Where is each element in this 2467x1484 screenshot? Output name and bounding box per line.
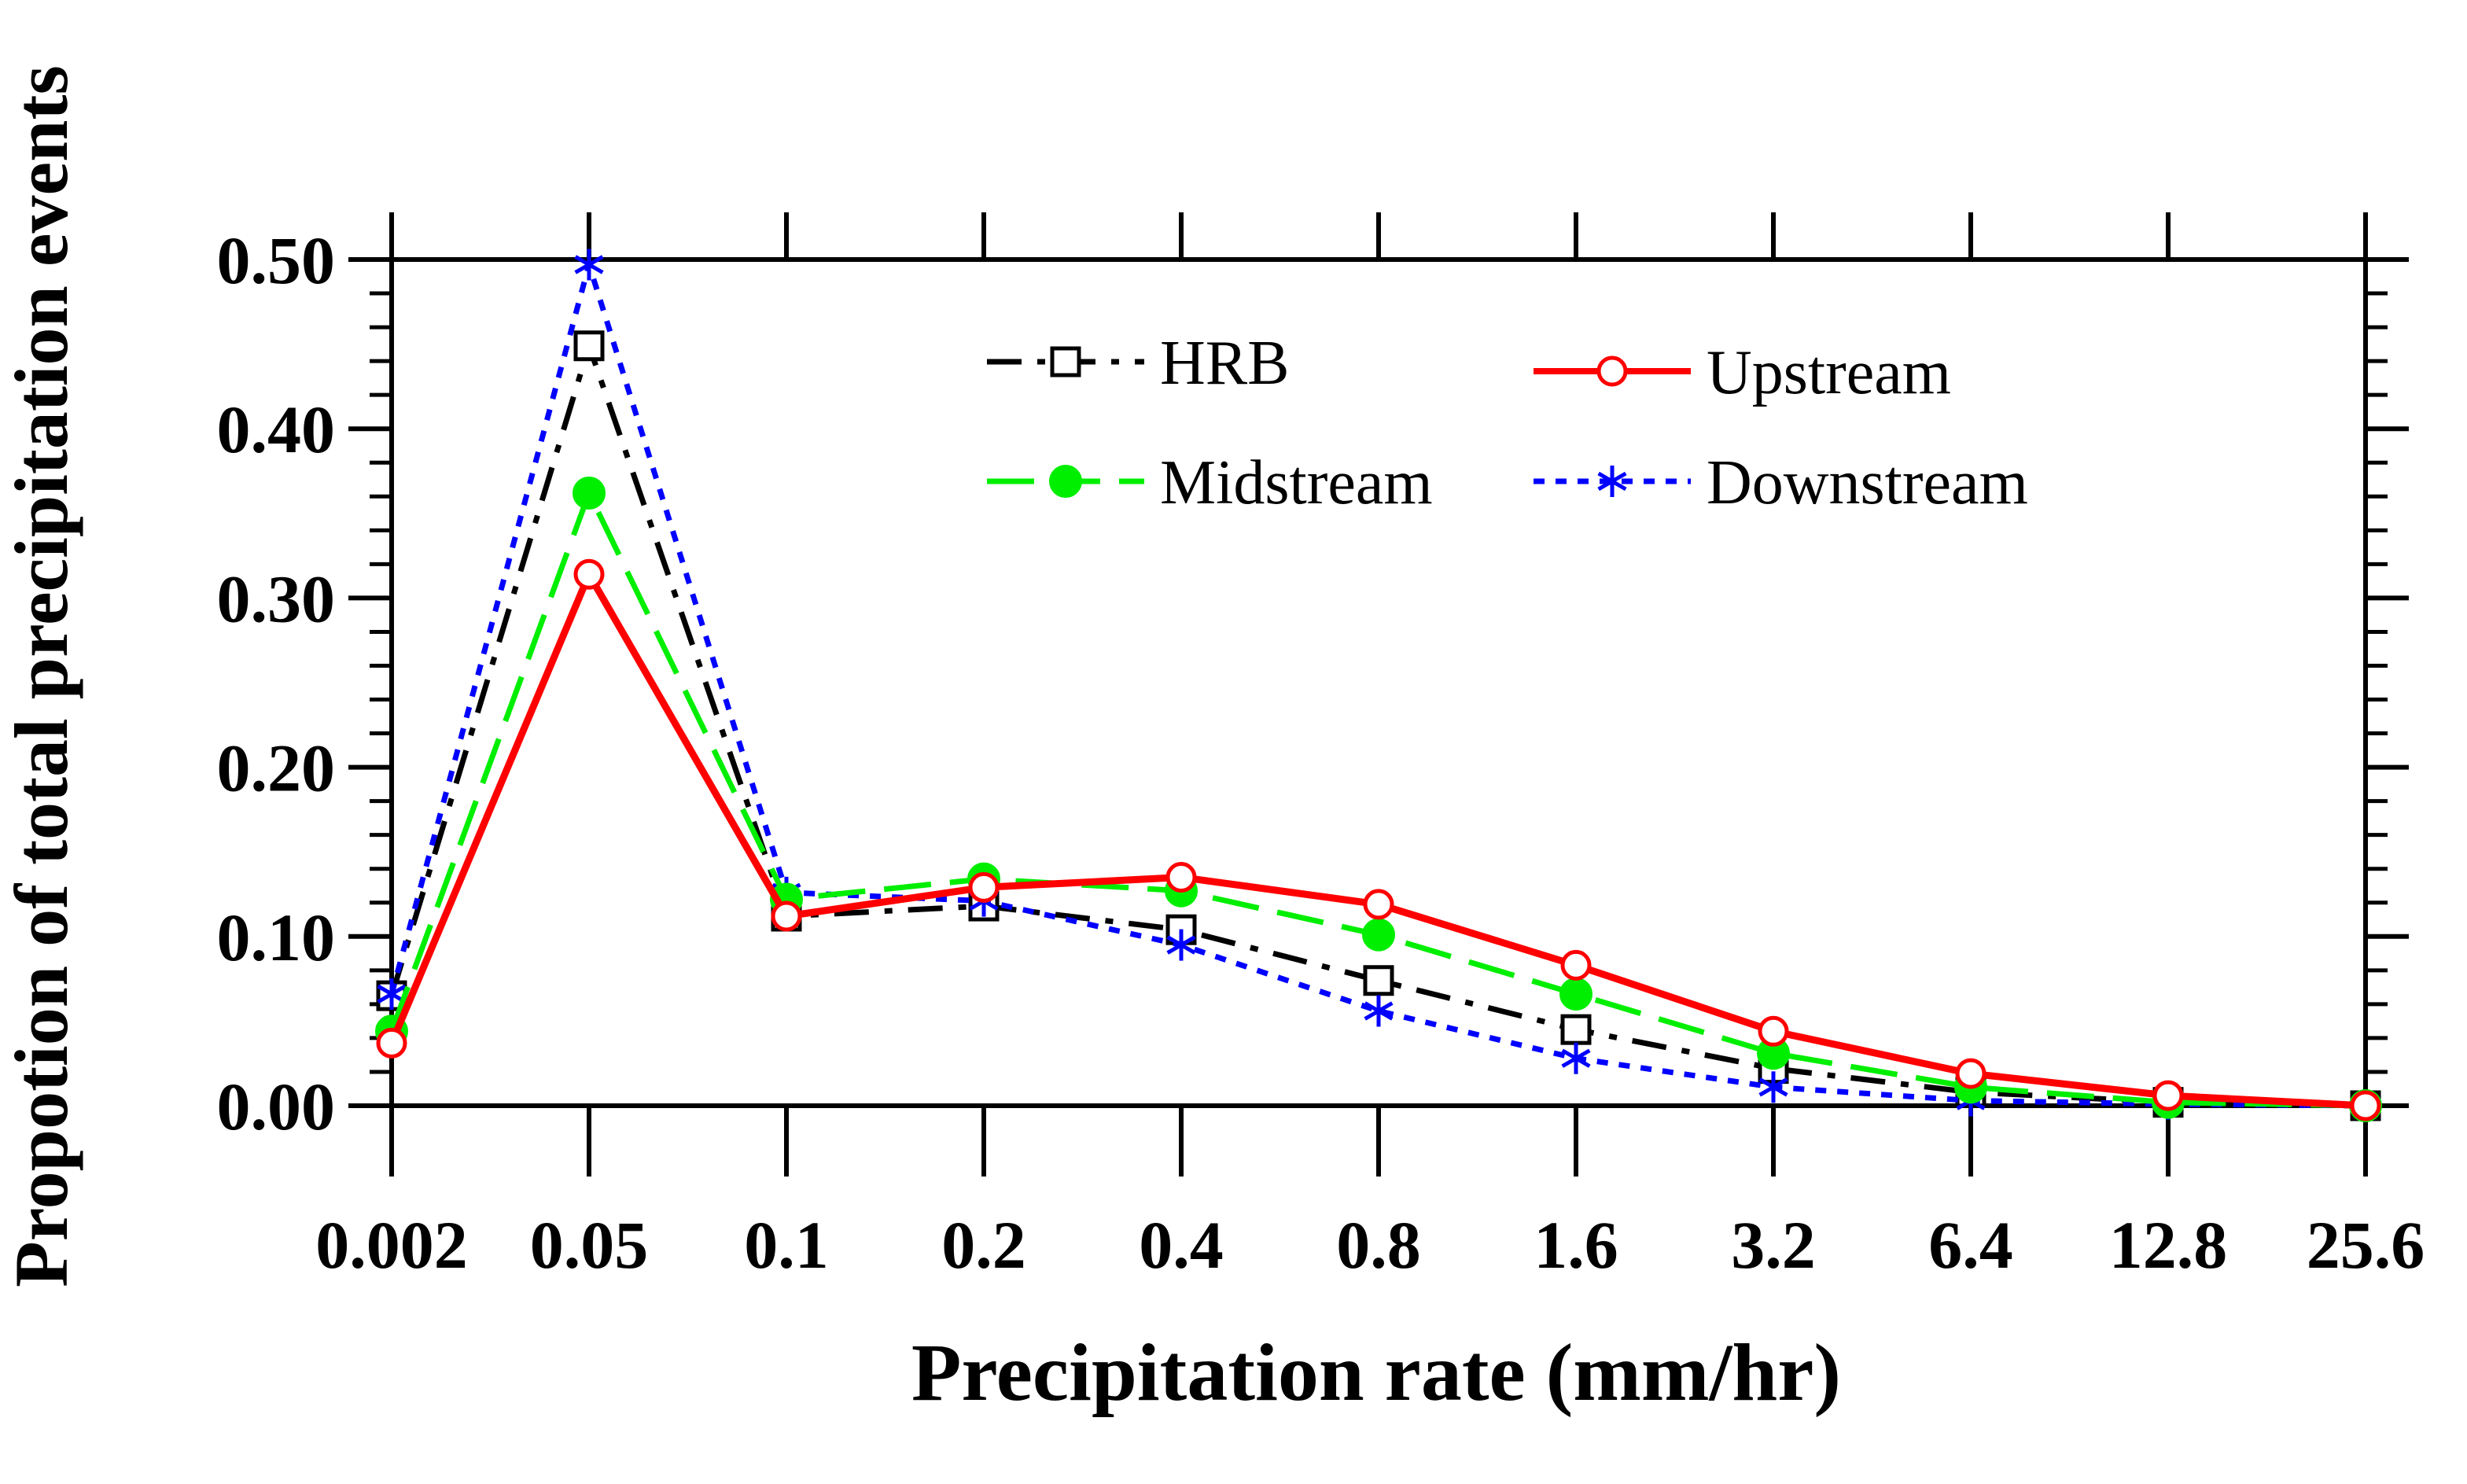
x-tick-label: 1.6 xyxy=(1534,1207,1618,1283)
data-point xyxy=(1955,1058,1986,1089)
legend-item-midstream: Midstream xyxy=(987,448,1433,517)
data-point xyxy=(1165,861,1197,893)
legend-label: Midstream xyxy=(1160,448,1433,517)
x-tick-label: 0.8 xyxy=(1336,1207,1421,1283)
y-tick-label: 0.30 xyxy=(217,561,336,636)
marker-open-circle xyxy=(771,900,802,932)
x-tick-label: 0.002 xyxy=(315,1207,468,1283)
data-point xyxy=(573,330,605,362)
marker-open-circle xyxy=(1955,1058,1986,1089)
legend-marker xyxy=(1049,465,1082,498)
x-tick-label: 6.4 xyxy=(1928,1207,2013,1283)
x-tick-label: 0.4 xyxy=(1139,1207,1224,1283)
data-point xyxy=(1758,1015,1789,1047)
marker-open-circle xyxy=(1363,889,1394,920)
data-point xyxy=(1364,995,1394,1027)
y-tick-label: 0.00 xyxy=(217,1069,336,1144)
data-point xyxy=(573,476,606,510)
y-tick-label: 0.20 xyxy=(217,731,336,806)
data-point xyxy=(968,871,1000,903)
legend-label: Upstream xyxy=(1707,338,1951,407)
y-tick-label: 0.40 xyxy=(217,392,336,467)
data-point xyxy=(1363,889,1394,920)
marker-open-circle xyxy=(1596,355,1628,387)
data-point xyxy=(1561,1042,1591,1074)
marker-open-circle xyxy=(1758,1015,1789,1047)
legend-label: Downstream xyxy=(1707,448,2028,517)
marker-open-circle xyxy=(573,558,605,590)
marker-square xyxy=(1050,346,1081,377)
data-point xyxy=(376,1027,407,1059)
marker-asterisk-stroke xyxy=(377,984,407,1004)
marker-open-circle xyxy=(376,1027,407,1059)
x-tick-label: 25.6 xyxy=(2307,1207,2425,1283)
data-point xyxy=(1362,918,1395,952)
data-point xyxy=(1758,1071,1788,1103)
marker-square xyxy=(573,330,605,362)
data-point xyxy=(1560,1014,1592,1045)
marker-square xyxy=(1363,965,1394,996)
marker-filled-circle xyxy=(1362,918,1395,952)
y-tick-label: 0.50 xyxy=(217,223,336,298)
data-point xyxy=(2152,1080,2184,1111)
marker-asterisk-stroke xyxy=(1561,1048,1591,1068)
data-point xyxy=(2350,1090,2381,1121)
legend-item-upstream: Upstream xyxy=(1534,338,1951,407)
legend-label: HRB xyxy=(1160,329,1290,398)
marker-open-circle xyxy=(968,871,1000,903)
x-tick-label: 0.1 xyxy=(744,1207,829,1283)
legend-item-hrb: HRB xyxy=(987,329,1290,398)
y-tick-label: 0.10 xyxy=(217,900,336,975)
marker-asterisk-stroke xyxy=(1166,935,1196,955)
data-point xyxy=(1363,965,1394,996)
x-tick-label: 0.05 xyxy=(530,1207,649,1283)
data-point xyxy=(573,558,605,590)
data-point xyxy=(1560,949,1592,981)
marker-asterisk-stroke xyxy=(1758,1077,1788,1097)
marker-filled-circle xyxy=(1049,465,1082,498)
marker-open-circle xyxy=(1165,861,1197,893)
marker-square xyxy=(1560,1014,1592,1045)
marker-filled-circle xyxy=(1559,977,1593,1011)
legend-marker xyxy=(1050,346,1081,377)
x-tick-label: 3.2 xyxy=(1731,1207,1816,1283)
y-axis-title: Propotion of total precipitation events xyxy=(0,65,83,1287)
marker-filled-circle xyxy=(573,476,606,510)
series-upstream xyxy=(376,558,2381,1121)
series-line xyxy=(388,261,2366,1109)
data-point xyxy=(574,249,604,281)
marker-asterisk-stroke xyxy=(1364,1001,1394,1021)
legend: HRB Upstream Midstream Downstream xyxy=(987,329,2028,517)
data-point xyxy=(1166,929,1196,961)
data-point xyxy=(771,900,802,932)
x-tick-label: 12.8 xyxy=(2109,1207,2228,1283)
series-group xyxy=(375,249,2382,1122)
data-point xyxy=(1559,977,1593,1011)
legend-marker xyxy=(1596,355,1628,387)
marker-asterisk-stroke xyxy=(574,255,604,274)
x-tick-label: 0.2 xyxy=(941,1207,1026,1283)
marker-open-circle xyxy=(2350,1090,2381,1121)
x-axis-title: Precipitation rate (mm/hr) xyxy=(911,1327,1841,1418)
legend-marker xyxy=(1597,466,1627,497)
marker-asterisk-stroke xyxy=(1597,471,1627,492)
legend-item-downstream: Downstream xyxy=(1534,448,2028,517)
marker-open-circle xyxy=(1560,949,1592,981)
marker-open-circle xyxy=(2152,1080,2184,1111)
